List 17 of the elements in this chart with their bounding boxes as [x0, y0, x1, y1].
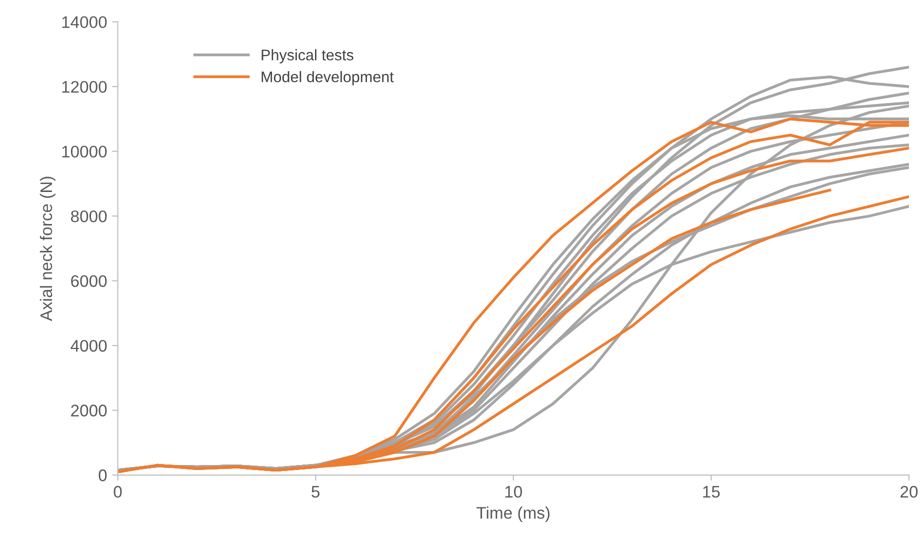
- x-axis-title: Time (ms): [476, 506, 550, 522]
- y-tick-label: 10000: [62, 146, 107, 158]
- y-tick-label: 14000: [62, 16, 107, 28]
- y-tick-label: 6000: [71, 275, 107, 288]
- y-tick-label: 4000: [70, 340, 107, 352]
- y-axis-title: Axial neck force (N): [40, 176, 56, 322]
- y-tick-label: 0: [98, 469, 107, 482]
- legend-label: Model development: [262, 71, 394, 86]
- legend-label: Physical tests: [262, 49, 354, 64]
- y-tick-label: 12000: [62, 80, 107, 93]
- x-tick-label: 10: [505, 486, 522, 498]
- x-tick-label: 0: [114, 486, 122, 498]
- x-tick-label: 15: [703, 486, 720, 498]
- x-tick-label: 20: [900, 486, 918, 498]
- y-tick-label: 2000: [71, 404, 107, 416]
- y-tick-label: 8000: [70, 210, 107, 222]
- x-tick-label: 5: [312, 486, 320, 498]
